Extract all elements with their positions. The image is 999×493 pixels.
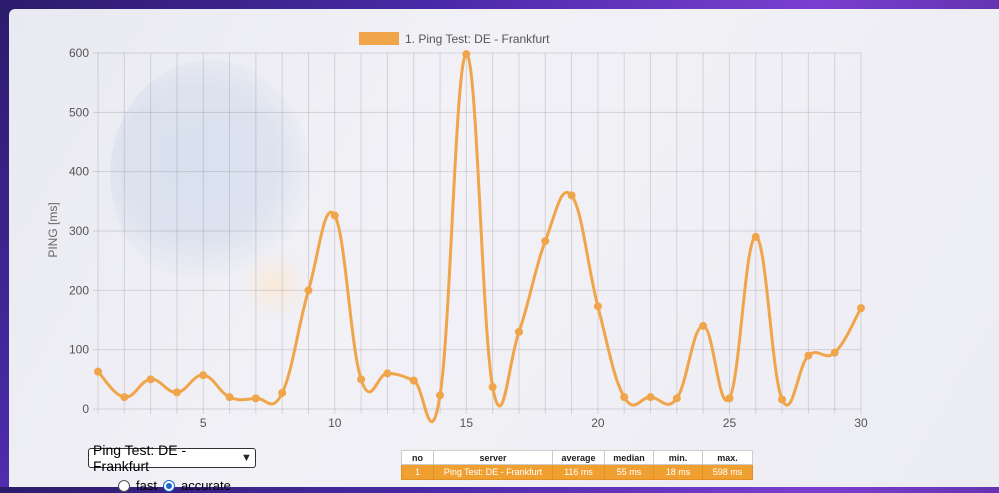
mode-accurate-label: accurate [180,478,231,493]
mode-fast-label: fast [136,478,157,493]
stats-header-row: no server average median min. max. [401,450,753,465]
y-tick-label: 400 [69,165,89,179]
ping-line-chart: 0 100 200 300 400 500 600 5 10 15 20 25 30 PING [ms… [46,32,868,430]
stats-cell-min: 18 ms [653,464,703,480]
stats-header-max: max. [702,450,753,465]
grid-layer [93,52,862,414]
stats-cell-max: 598 ms [702,464,753,480]
y-tick-label: 300 [69,224,89,238]
data-point[interactable] [330,211,339,220]
table-row: 1 Ping Test: DE - Frankfurt 116 ms 55 ms… [401,464,753,480]
background-glow-decoration [240,250,310,320]
data-point[interactable] [304,286,313,295]
y-tick-label: 600 [69,46,89,60]
stats-header-server: server [433,450,553,465]
data-point[interactable] [94,367,102,376]
legend[interactable]: 1. Ping Test: DE - Frankfurt [359,32,550,46]
data-point[interactable] [225,393,234,402]
stats-cell-server: Ping Test: DE - Frankfurt [433,464,553,480]
data-point[interactable] [251,394,260,403]
data-point[interactable] [436,391,445,400]
y-tick-label: 0 [82,402,89,416]
server-select[interactable]: Ping Test: DE - Frankfurt ▼ [88,442,256,474]
mode-radio-group: fast accurate [118,478,231,493]
stats-header-no: no [401,450,434,465]
mode-fast-radio[interactable] [118,479,130,492]
data-point[interactable] [514,327,523,336]
data-point[interactable] [383,369,392,378]
stats-cell-median: 55 ms [604,464,654,480]
data-point[interactable] [646,393,655,402]
data-point[interactable] [857,304,865,313]
data-point[interactable] [357,375,366,384]
data-point[interactable] [488,383,497,392]
server-select-value: Ping Test: DE - Frankfurt [93,442,187,474]
y-axis-label: PING [ms] [46,202,60,257]
data-point[interactable] [751,232,760,241]
y-tick-label: 500 [69,105,89,119]
data-point[interactable] [146,375,155,384]
data-point[interactable] [830,348,839,357]
data-point[interactable] [567,191,576,200]
stats-header-median: median [604,450,654,465]
data-point[interactable] [199,371,208,380]
data-point[interactable] [725,394,734,403]
stats-header-average: average [552,450,605,465]
data-point[interactable] [172,388,181,397]
data-point[interactable] [541,237,550,246]
data-points [94,50,865,404]
data-point[interactable] [699,321,708,330]
x-tick-label: 15 [460,416,474,430]
data-point[interactable] [409,376,418,385]
legend-color-swatch [359,32,399,45]
x-tick-label: 30 [854,416,868,430]
chevron-down-icon: ▼ [241,452,252,464]
data-point[interactable] [778,395,787,404]
mode-accurate-radio[interactable] [162,479,175,492]
x-tick-label: 5 [200,416,207,430]
stats-cell-no: 1 [401,464,434,480]
y-tick-label: 100 [69,343,89,357]
stats-table: no server average median min. max. 1 Pin… [401,450,753,480]
data-point[interactable] [593,302,602,311]
data-point[interactable] [804,351,813,360]
data-point[interactable] [462,50,471,59]
data-point[interactable] [672,394,681,403]
data-point[interactable] [620,393,629,402]
stats-header-min: min. [653,450,703,465]
data-point[interactable] [120,393,129,402]
x-tick-label: 10 [328,416,342,430]
series-line [96,52,863,424]
y-tick-label: 200 [69,283,89,297]
x-tick-labels: 5 10 15 20 25 30 [200,416,868,430]
y-tick-labels: 0 100 200 300 400 500 600 [69,46,89,416]
x-tick-label: 20 [591,416,605,430]
stats-cell-average: 116 ms [552,464,605,480]
x-tick-label: 25 [723,416,737,430]
legend-label: 1. Ping Test: DE - Frankfurt [405,32,550,46]
data-point[interactable] [278,388,287,397]
